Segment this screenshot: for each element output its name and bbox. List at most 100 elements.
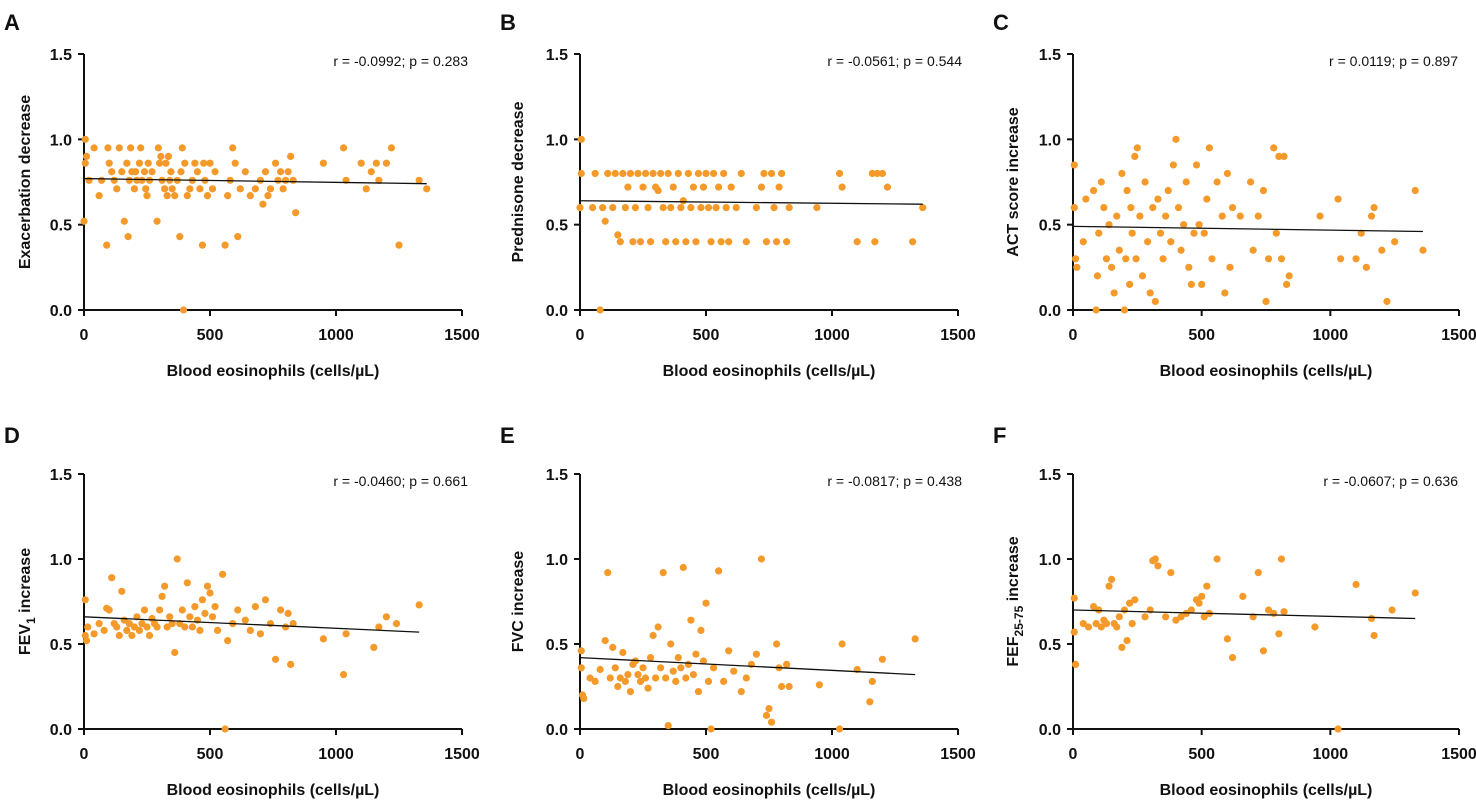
data-point bbox=[1149, 204, 1157, 212]
data-point bbox=[289, 620, 297, 628]
data-point bbox=[221, 241, 229, 249]
data-point bbox=[276, 168, 285, 176]
data-point bbox=[118, 587, 126, 595]
data-point bbox=[241, 168, 249, 176]
data-point bbox=[234, 606, 242, 614]
data-point bbox=[1311, 623, 1319, 631]
data-point bbox=[1089, 603, 1098, 611]
data-point bbox=[636, 238, 645, 246]
data-point bbox=[611, 169, 619, 178]
data-point bbox=[123, 626, 131, 635]
data-point bbox=[652, 674, 660, 682]
data-point bbox=[626, 169, 635, 178]
data-point bbox=[609, 643, 617, 652]
data-point bbox=[1120, 606, 1129, 614]
data-point bbox=[1190, 229, 1198, 237]
data-point bbox=[1352, 255, 1360, 263]
data-point bbox=[1128, 229, 1136, 237]
data-point bbox=[621, 204, 629, 212]
data-point bbox=[702, 599, 710, 607]
y-tick-label: 0.5 bbox=[546, 637, 568, 654]
data-point bbox=[580, 694, 588, 703]
y-tick-label: 1.0 bbox=[1039, 132, 1061, 149]
data-point bbox=[231, 159, 239, 167]
data-point bbox=[725, 647, 733, 655]
data-point bbox=[387, 144, 396, 152]
data-point bbox=[140, 168, 149, 176]
data-point bbox=[123, 159, 131, 167]
data-point bbox=[707, 725, 715, 733]
data-point bbox=[251, 603, 259, 611]
data-point bbox=[282, 623, 290, 631]
x-tick-label: 500 bbox=[1188, 327, 1215, 344]
data-point bbox=[289, 176, 297, 184]
data-point bbox=[1097, 623, 1105, 631]
data-point bbox=[1334, 725, 1342, 733]
x-tick-label: 500 bbox=[197, 327, 224, 344]
y-tick-label: 0.5 bbox=[1039, 637, 1061, 654]
data-point bbox=[105, 159, 113, 167]
x-axis-title: Blood eosinophils (cells/µL) bbox=[167, 363, 380, 380]
data-point bbox=[591, 169, 599, 178]
data-point bbox=[157, 152, 165, 160]
data-point bbox=[81, 596, 89, 604]
panel-a: A 0.0 0.5 1.0 1.5 0 500 1000 1500 Blood eosinophi… bbox=[4, 10, 480, 380]
y-tick-label: 0.0 bbox=[50, 722, 72, 739]
data-point bbox=[609, 204, 617, 212]
data-point bbox=[219, 570, 227, 578]
data-point bbox=[120, 217, 128, 225]
data-point bbox=[720, 169, 728, 178]
data-point bbox=[717, 238, 725, 246]
correlation-stats: r = -0.0607; p = 0.636 bbox=[1323, 473, 1458, 489]
y-axis-title: FEF25-75 increase bbox=[1005, 536, 1026, 666]
data-point bbox=[135, 159, 144, 167]
x-tick-label: 0 bbox=[80, 327, 89, 344]
data-point bbox=[138, 176, 146, 184]
data-point bbox=[143, 192, 151, 200]
data-point bbox=[167, 168, 175, 176]
data-point bbox=[624, 183, 632, 191]
data-point bbox=[1383, 297, 1391, 306]
data-point bbox=[236, 185, 244, 193]
data-point bbox=[125, 176, 133, 184]
data-point bbox=[727, 183, 735, 191]
data-point bbox=[95, 620, 103, 628]
data-point bbox=[878, 655, 887, 663]
data-point bbox=[1236, 212, 1244, 220]
data-point bbox=[767, 718, 776, 726]
data-point bbox=[98, 176, 106, 184]
data-point bbox=[132, 168, 140, 176]
data-point bbox=[1070, 161, 1078, 169]
data-point bbox=[208, 185, 217, 193]
data-point bbox=[599, 204, 607, 212]
x-tick-label: 500 bbox=[693, 746, 720, 763]
x-tick-label: 1500 bbox=[940, 746, 976, 763]
data-point bbox=[667, 640, 675, 648]
data-point bbox=[82, 152, 91, 160]
data-point bbox=[395, 241, 403, 249]
data-point bbox=[785, 204, 793, 212]
data-point bbox=[156, 159, 164, 167]
data-point bbox=[392, 620, 401, 628]
data-point bbox=[221, 725, 229, 733]
data-point bbox=[687, 204, 695, 212]
y-axis-title: ACT score increase bbox=[1005, 107, 1022, 257]
y-tick-label: 1.5 bbox=[50, 467, 72, 484]
data-point bbox=[649, 631, 657, 640]
data-point bbox=[783, 238, 791, 246]
data-point bbox=[342, 630, 350, 638]
data-point bbox=[153, 217, 161, 225]
data-point bbox=[1122, 255, 1130, 263]
data-point bbox=[82, 637, 91, 645]
data-point bbox=[415, 176, 423, 184]
data-point bbox=[372, 159, 380, 167]
data-point bbox=[694, 688, 703, 696]
regression-line bbox=[83, 616, 420, 633]
x-tick-label: 1500 bbox=[444, 746, 480, 763]
x-tick-label: 1500 bbox=[1441, 746, 1476, 763]
data-point bbox=[742, 238, 750, 246]
data-point bbox=[657, 169, 665, 178]
data-point bbox=[1123, 637, 1131, 645]
data-point bbox=[339, 671, 348, 679]
data-point bbox=[145, 176, 154, 184]
